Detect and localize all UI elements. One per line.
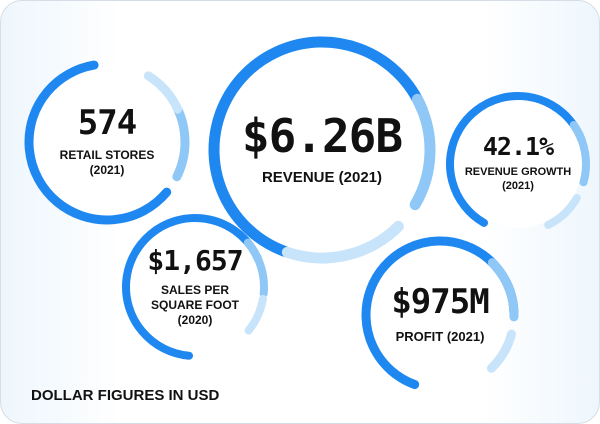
revenue-label: REVENUE (2021) — [261, 168, 383, 186]
revenue-growth-year: (2021) — [502, 180, 534, 192]
sales-per-sqft-label-line2: SQUARE FOOT — [150, 297, 239, 312]
stat-profit: $975M PROFIT (2021) — [359, 234, 521, 396]
retail-stores-label: RETAIL STORES — [59, 148, 155, 162]
sales-per-sqft-label: SALES PER — [160, 282, 229, 297]
stat-revenue-growth: 42.1% REVENUE GROWTH (2021) — [443, 89, 593, 239]
profit-label: PROFIT (2021) — [395, 328, 485, 344]
stat-profit-content: $975M PROFIT (2021) — [359, 234, 521, 396]
stat-revenue-growth-content: 42.1% REVENUE GROWTH (2021) — [443, 89, 593, 239]
revenue-growth-label: REVENUE GROWTH — [464, 166, 572, 179]
retail-stores-value: 574 — [77, 103, 137, 143]
stat-revenue: $6.26B REVENUE (2021) — [206, 34, 438, 266]
ring-profit — [361, 236, 519, 394]
stat-retail-stores-content: 574 RETAIL STORES (2021) — [21, 56, 193, 228]
ring-retail-stores — [24, 59, 190, 225]
footnote: DOLLAR FIGURES IN USD — [31, 387, 220, 404]
sales-per-sqft-value: $1,657 — [147, 243, 243, 277]
revenue-growth-value: 42.1% — [482, 132, 554, 162]
stat-sales-per-sqft: $1,657 SALES PER SQUARE FOOT (2020) — [119, 211, 271, 363]
revenue-value: $6.26B — [241, 108, 403, 163]
stat-revenue-content: $6.26B REVENUE (2021) — [206, 34, 438, 266]
retail-stores-year: (2021) — [89, 163, 125, 177]
ring-revenue-growth — [446, 92, 590, 236]
sales-per-sqft-year: (2020) — [177, 312, 213, 327]
stat-sales-per-sqft-content: $1,657 SALES PER SQUARE FOOT (2020) — [119, 211, 271, 363]
ring-revenue — [208, 36, 436, 264]
ring-sales-per-sqft — [122, 214, 268, 360]
profit-value: $975M — [391, 281, 489, 322]
stat-retail-stores: 574 RETAIL STORES (2021) — [21, 56, 193, 228]
